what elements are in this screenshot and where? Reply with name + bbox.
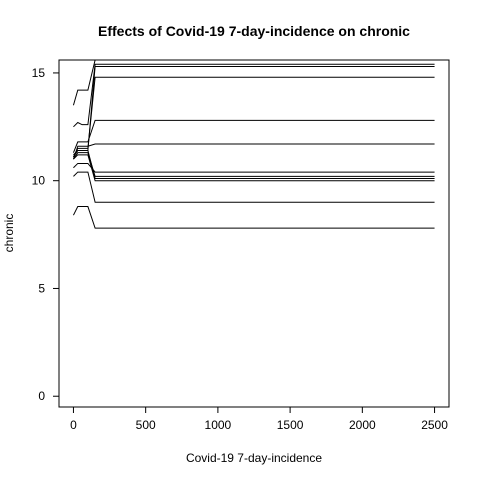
series-line-5: [72, 119, 435, 153]
series-line-3: [73, 65, 435, 156]
series-line-6: [72, 143, 435, 160]
series-line-1: [72, 59, 435, 106]
y-tick-label: 15: [32, 66, 46, 80]
y-tick-label: 5: [38, 281, 45, 295]
x-axis: 0 500 1000 1500 2000 2500: [70, 407, 448, 432]
plot-frame: [58, 59, 450, 408]
x-tick-label: 1000: [205, 418, 232, 432]
y-tick-label: 0: [38, 389, 45, 403]
series-group: [72, 59, 435, 229]
x-tick-label: 500: [136, 418, 156, 432]
y-axis: 0 5 10 15: [32, 66, 59, 403]
series-line-7: [73, 162, 435, 173]
series-line-2: [73, 63, 435, 128]
chart-title: Effects of Covid-19 7-day-incidence on c…: [98, 23, 410, 39]
x-axis-label: Covid-19 7-day-incidence: [186, 451, 322, 465]
series-line-4: [72, 76, 435, 158]
series-line-10: [73, 154, 435, 182]
x-tick-label: 1500: [277, 418, 304, 432]
x-tick-label: 2500: [421, 418, 448, 432]
x-tick-label: 2000: [349, 418, 376, 432]
series-line-9: [73, 150, 435, 180]
x-tick-label: 0: [70, 418, 77, 432]
series-line-12: [72, 206, 435, 229]
series-line-11: [73, 171, 435, 203]
y-tick-label: 10: [32, 174, 46, 188]
y-axis-label: chronic: [2, 214, 16, 253]
series-line-8: [73, 152, 435, 177]
